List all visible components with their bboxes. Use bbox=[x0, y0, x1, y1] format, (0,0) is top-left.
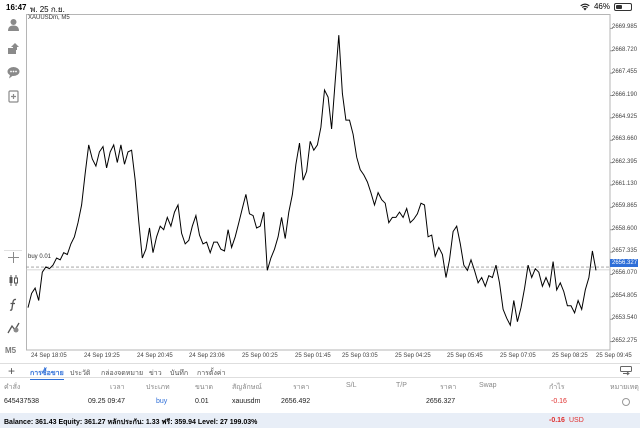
timeframe-button[interactable]: M5 bbox=[5, 346, 17, 355]
deposit-icon[interactable] bbox=[6, 41, 20, 55]
column-header[interactable]: ราคา bbox=[293, 384, 310, 391]
x-tick-label: 25 Sep 01:45 bbox=[295, 353, 331, 359]
y-tick-label: 2657.335 bbox=[612, 248, 638, 255]
y-tick-label: 2654.805 bbox=[612, 292, 638, 299]
battery-icon bbox=[614, 2, 632, 11]
y-tick-label: 2661.130 bbox=[612, 181, 638, 187]
price-series-line bbox=[27, 35, 597, 327]
x-tick-label: 24 Sep 18:05 bbox=[31, 353, 67, 359]
x-tick-label: 25 Sep 00:25 bbox=[242, 353, 278, 359]
tab-4[interactable]: บันทึก bbox=[170, 370, 189, 377]
x-tick-label: 25 Sep 05:45 bbox=[447, 353, 483, 359]
position-line-label: buy 0.01 bbox=[28, 254, 52, 260]
status-bar: 16:47 พ. 25 ก.ย. 46% bbox=[0, 0, 640, 14]
tab-0[interactable]: การซื้อขาย bbox=[30, 368, 64, 380]
balance-summary: Balance: 361.43 Equity: 361.27 หลักประกั… bbox=[4, 419, 258, 426]
toolbar-divider bbox=[4, 250, 22, 251]
currency-label: USD bbox=[569, 417, 584, 424]
balance-bar: Balance: 361.43 Equity: 361.27 หลักประกั… bbox=[0, 413, 640, 428]
cell-size: 0.01 bbox=[195, 398, 209, 405]
y-tick-label: 2658.600 bbox=[612, 225, 638, 232]
x-tick-label: 25 Sep 08:25 bbox=[552, 353, 588, 359]
tab-3[interactable]: ข่าว bbox=[149, 370, 162, 377]
y-tick-label: 2668.720 bbox=[612, 46, 638, 53]
y-tick-label: 2652.275 bbox=[612, 337, 638, 344]
cell-symbol: xauusdm bbox=[232, 398, 261, 405]
price-chart[interactable]: XAUUSDm, M5 buy 0.01 2669.985 2668.720 266… bbox=[26, 14, 640, 363]
new-order-icon[interactable] bbox=[6, 89, 20, 103]
tab-5[interactable]: การตั้งค่า bbox=[197, 370, 226, 377]
y-tick-label: 2663.660 bbox=[612, 136, 638, 143]
tab-1[interactable]: ประวัติ bbox=[70, 370, 91, 377]
close-position-icon[interactable] bbox=[622, 398, 630, 406]
column-header[interactable]: คำสั่ง bbox=[4, 384, 21, 391]
status-time: 16:47 bbox=[6, 3, 27, 12]
candlestick-icon[interactable] bbox=[6, 273, 20, 287]
x-tick-label: 25 Sep 03:05 bbox=[342, 353, 378, 359]
column-header[interactable]: หมายเหตุ bbox=[610, 384, 639, 391]
x-tick-label: 25 Sep 07:05 bbox=[500, 353, 536, 359]
cell-type: buy bbox=[156, 398, 168, 405]
y-tick-label: 2664.925 bbox=[612, 113, 638, 120]
positions-table-header: คำสั่ง เวลา ประเภท ขนาด สัญลักษณ์ ราคา S/L T/P ร… bbox=[0, 380, 640, 392]
left-toolbar: M5 bbox=[0, 14, 26, 359]
one-click-trade-icon[interactable] bbox=[620, 366, 632, 376]
column-header[interactable]: Swap bbox=[479, 382, 497, 389]
column-header[interactable]: กำไร bbox=[549, 384, 565, 391]
y-tick-label: 2667.455 bbox=[612, 69, 638, 76]
x-tick-label: 24 Sep 23:06 bbox=[189, 353, 225, 359]
x-tick-label: 25 Sep 04:25 bbox=[395, 353, 431, 359]
column-header[interactable]: S/L bbox=[346, 382, 357, 389]
column-header[interactable]: ประเภท bbox=[146, 384, 170, 391]
y-tick-label: 2653.540 bbox=[612, 315, 638, 322]
y-tick-label: 2669.985 bbox=[612, 24, 638, 31]
cell-time: 09.25 09:47 bbox=[88, 398, 125, 405]
y-tick-label: 2662.395 bbox=[612, 158, 638, 165]
x-tick-label: 24 Sep 19:25 bbox=[84, 353, 120, 359]
column-header[interactable]: เวลา bbox=[110, 384, 125, 391]
column-header[interactable]: ขนาด bbox=[195, 384, 214, 391]
battery-percent: 46% bbox=[593, 2, 610, 11]
cell-current-price: 2656.327 bbox=[426, 398, 456, 405]
cell-open-price: 2656.492 bbox=[281, 398, 311, 405]
column-header[interactable]: สัญลักษณ์ bbox=[232, 384, 262, 391]
y-tick-label: 2659.865 bbox=[612, 203, 638, 210]
x-tick-label: 25 Sep 09:45 bbox=[596, 353, 632, 359]
crosshair-icon[interactable] bbox=[6, 250, 20, 264]
cell-order: 645437538 bbox=[4, 398, 40, 405]
account-icon[interactable] bbox=[6, 17, 20, 31]
status-right: 46% bbox=[580, 2, 632, 11]
column-header[interactable]: ราคา bbox=[440, 384, 457, 391]
y-tick-label: 2656.070 bbox=[612, 270, 638, 277]
add-button[interactable]: + bbox=[8, 364, 16, 378]
objects-icon[interactable] bbox=[6, 320, 20, 334]
terminal-tabs: + การซื้อขาย ประวัติ กล่องจดหมาย ข่าว บันทึก… bbox=[0, 363, 640, 380]
y-tick-label: 2666.190 bbox=[612, 91, 638, 98]
wifi-icon bbox=[580, 3, 590, 10]
column-header[interactable]: T/P bbox=[396, 382, 407, 389]
total-profit: -0.16 bbox=[549, 417, 565, 424]
chat-icon[interactable] bbox=[6, 65, 20, 79]
status-date: พ. 25 ก.ย. bbox=[30, 5, 65, 14]
x-tick-label: 24 Sep 20:45 bbox=[137, 353, 173, 359]
table-row[interactable]: 645437538 09.25 09:47 buy 0.01 xauusdm 2… bbox=[0, 396, 640, 410]
cell-profit: -0.16 bbox=[551, 398, 567, 405]
indicators-icon[interactable] bbox=[6, 297, 20, 311]
current-price-marker: 2656.327 bbox=[610, 259, 638, 267]
chart-symbol-label: XAUUSDm, M5 bbox=[28, 15, 70, 21]
tab-2[interactable]: กล่องจดหมาย bbox=[101, 370, 144, 377]
chart-frame bbox=[26, 14, 611, 351]
chart-canvas[interactable] bbox=[26, 14, 640, 363]
